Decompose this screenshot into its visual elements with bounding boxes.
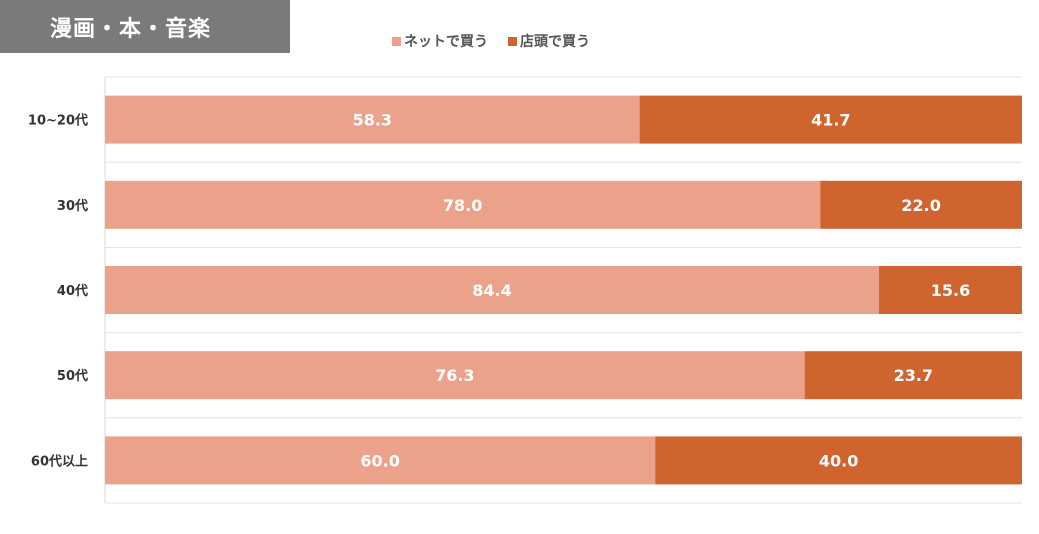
legend-label-store: 店頭で買う bbox=[520, 34, 590, 50]
bar-online bbox=[105, 180, 821, 229]
category-label: 50代 bbox=[57, 368, 88, 384]
value-label-online: 76.3 bbox=[435, 366, 474, 385]
value-label-store: 23.7 bbox=[894, 366, 933, 385]
value-label-store: 15.6 bbox=[931, 281, 970, 300]
bar-store bbox=[655, 436, 1022, 485]
category-label: 60代以上 bbox=[31, 453, 88, 469]
bar-store bbox=[878, 266, 1022, 314]
value-label-online: 78.0 bbox=[443, 196, 482, 215]
legend-swatch-store bbox=[508, 36, 517, 46]
value-label-online: 58.3 bbox=[353, 111, 392, 130]
legend-item-store: 店頭で買う bbox=[508, 31, 590, 51]
value-label-store: 41.7 bbox=[811, 111, 850, 130]
category-label: 30代 bbox=[57, 198, 88, 214]
legend-label-online: ネットで買う bbox=[404, 34, 488, 50]
bar-store bbox=[639, 95, 1022, 144]
bar-online bbox=[105, 351, 805, 400]
value-label-online: 60.0 bbox=[360, 451, 399, 470]
legend: ネットで買う 店頭で買う bbox=[392, 30, 590, 52]
bar-store bbox=[804, 351, 1022, 400]
category-label: 40代 bbox=[57, 283, 88, 299]
bar-online bbox=[105, 436, 656, 485]
bar-online bbox=[105, 95, 640, 144]
category-label: 10~20代 bbox=[28, 113, 88, 129]
value-label-store: 22.0 bbox=[901, 196, 940, 215]
bar-store bbox=[820, 180, 1022, 229]
chart-title: 漫画・本・音楽 bbox=[50, 16, 212, 42]
chart-title-tab: 漫画・本・音楽 bbox=[0, 0, 290, 53]
legend-swatch-online bbox=[392, 36, 401, 46]
legend-item-online: ネットで買う bbox=[392, 31, 488, 51]
value-label-online: 84.4 bbox=[472, 281, 511, 300]
bar-online bbox=[105, 266, 879, 314]
value-label-store: 40.0 bbox=[819, 451, 858, 470]
